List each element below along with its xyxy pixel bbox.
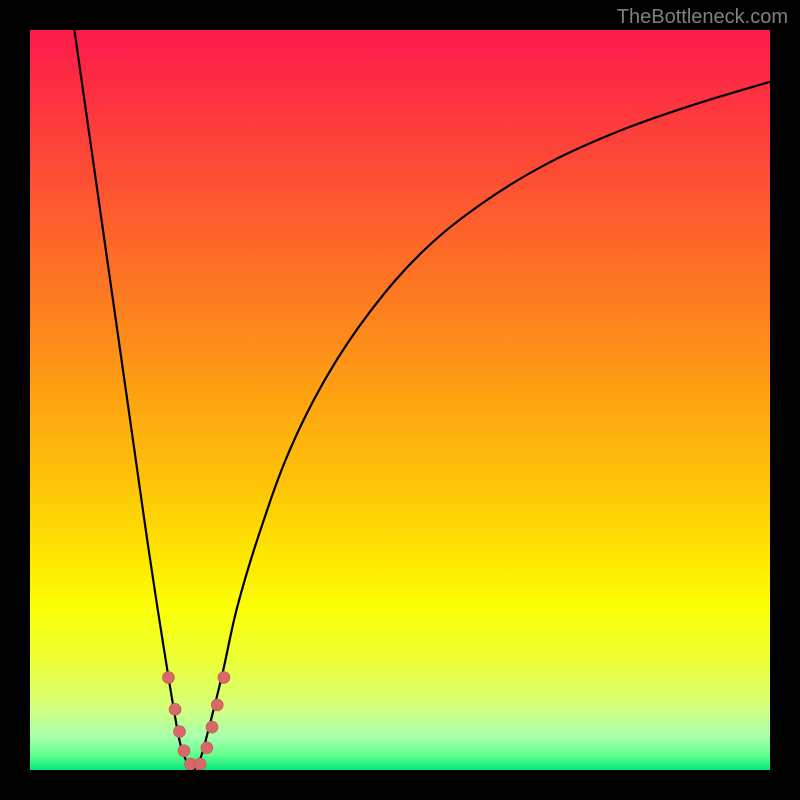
watermark-text: TheBottleneck.com (617, 6, 788, 29)
chart-container: TheBottleneck.com (0, 0, 800, 800)
gradient-background (30, 30, 770, 770)
plot-area (30, 30, 770, 770)
